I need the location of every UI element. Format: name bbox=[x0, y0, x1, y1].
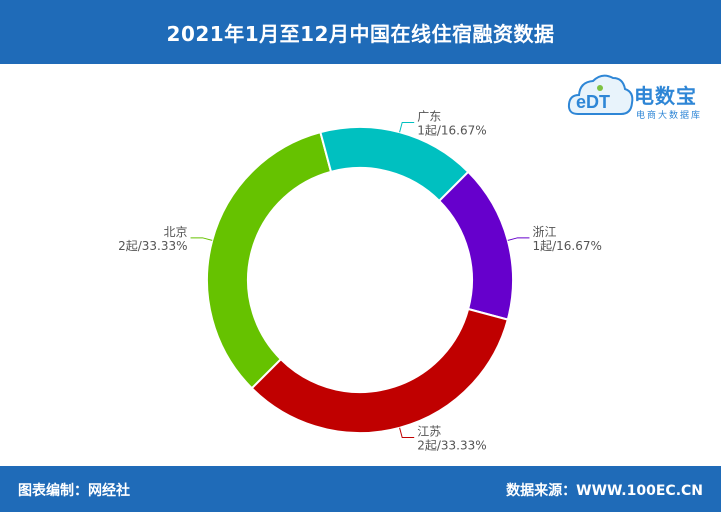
chart-footer: 图表编制：网经社 数据来源：WWW.100EC.CN bbox=[0, 466, 721, 512]
chart-header: 2021年1月至12月中国在线住宿融资数据 bbox=[0, 0, 721, 64]
slice-value-label-3: 1起/16.67% bbox=[417, 124, 486, 138]
cloud-icon: eDT bbox=[567, 74, 634, 115]
logo-subtitle: 电商大数据库 bbox=[636, 111, 703, 121]
leader-line-2 bbox=[190, 237, 213, 241]
slice-value-label-0: 1起/16.67% bbox=[532, 239, 601, 253]
slice-name-label-3: 广东 bbox=[417, 110, 441, 124]
leader-line-1 bbox=[399, 427, 415, 438]
chart-title: 2021年1月至12月中国在线住宿融资数据 bbox=[166, 21, 555, 46]
leader-line-3 bbox=[399, 122, 415, 133]
slice-name-label-0: 浙江 bbox=[532, 225, 556, 239]
slice-0 bbox=[437, 170, 514, 321]
leader-line-0 bbox=[507, 237, 530, 241]
edt-logo: eDT 电数宝 电商大数据库 bbox=[566, 66, 716, 128]
slice-name-label-2: 北京 bbox=[164, 225, 188, 239]
donut-chart: 浙江1起/16.67%江苏2起/33.33%北京2起/33.33%广东1起/16… bbox=[118, 110, 602, 453]
footer-credit: 图表编制：网经社 bbox=[18, 483, 130, 499]
slice-name-label-1: 江苏 bbox=[417, 424, 441, 438]
slice-value-label-2: 2起/33.33% bbox=[118, 239, 187, 253]
logo-brand: 电数宝 bbox=[634, 84, 697, 108]
slice-value-label-1: 2起/33.33% bbox=[417, 438, 486, 452]
slice-1 bbox=[250, 307, 510, 434]
logo-mark: eDT bbox=[576, 92, 610, 112]
slice-3 bbox=[319, 126, 470, 203]
footer-source: 数据来源：WWW.100EC.CN bbox=[506, 483, 703, 499]
slice-2 bbox=[206, 130, 333, 390]
